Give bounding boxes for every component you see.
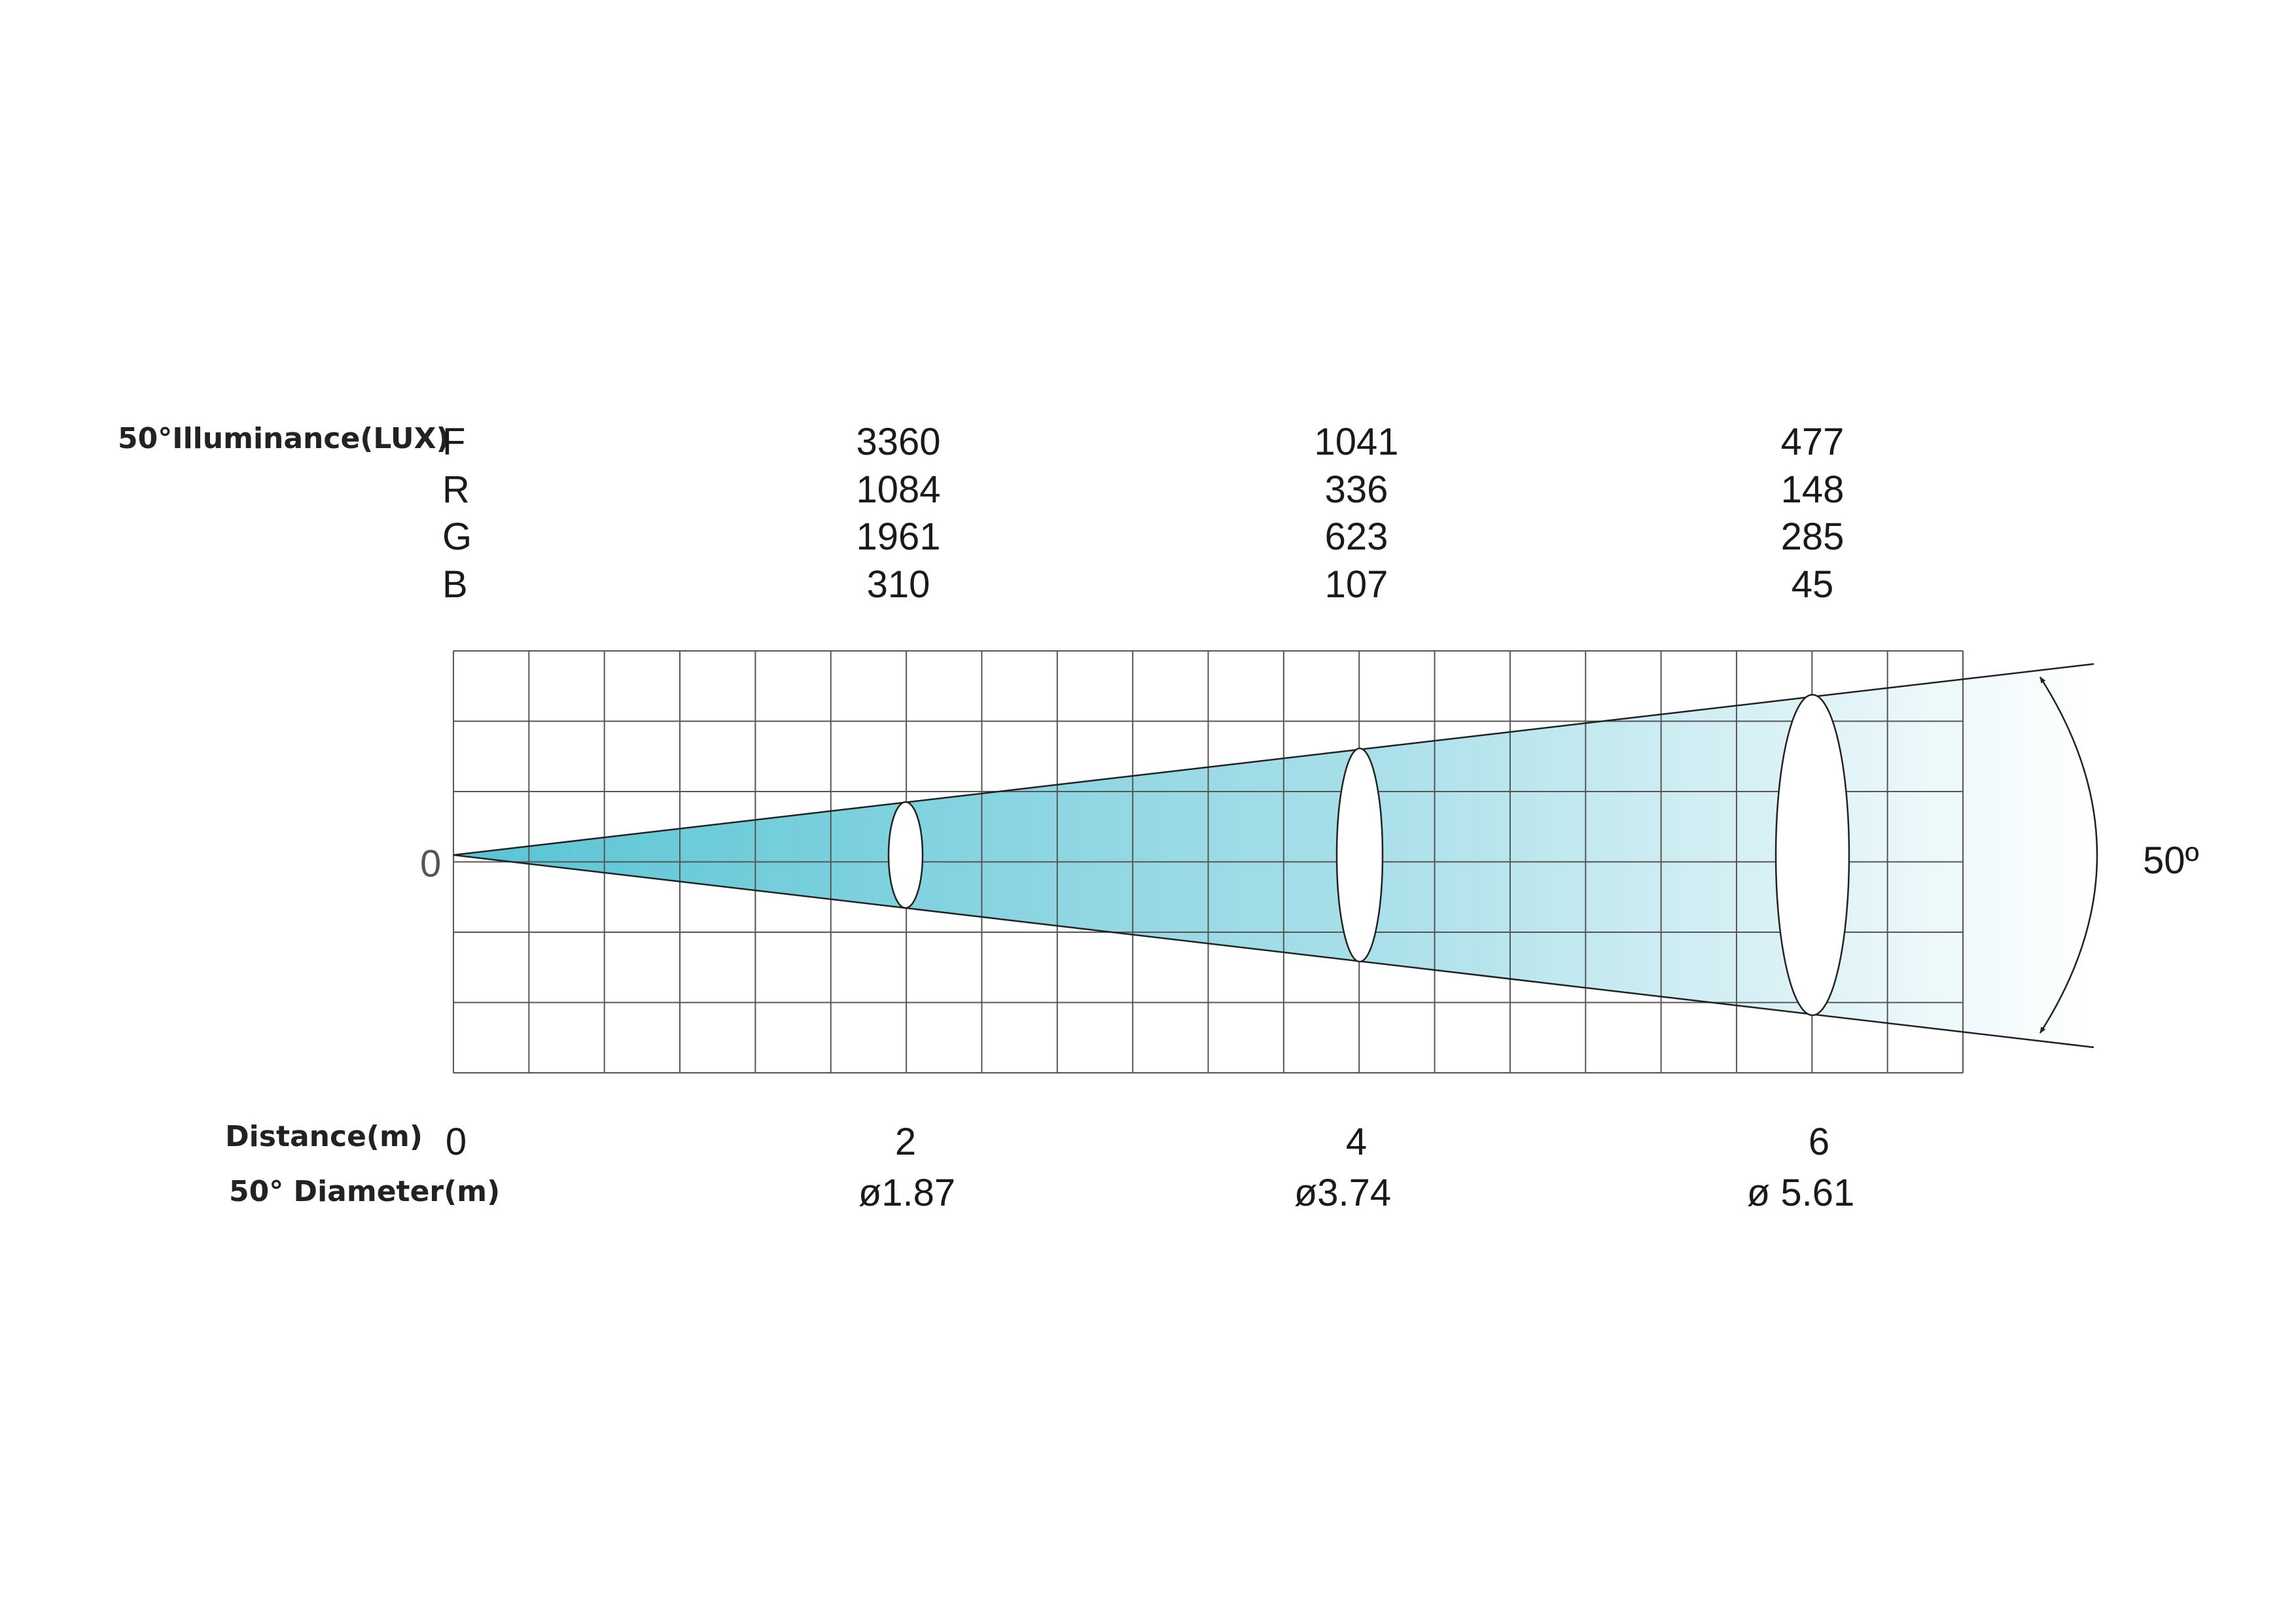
diameter-values: ø1.87 ø3.74 ø 5.61 xyxy=(858,1172,1854,1214)
illuminance-value: 1041 xyxy=(1314,421,1398,463)
illuminance-value: 310 xyxy=(867,563,930,606)
cross-section-6m xyxy=(1775,693,1850,1017)
illuminance-row-key: B xyxy=(442,563,468,606)
illuminance-value: 148 xyxy=(1781,468,1845,511)
diameter-value: ø 5.61 xyxy=(1747,1172,1854,1214)
distance-grid xyxy=(453,650,1964,1073)
diameter-value: ø1.87 xyxy=(858,1172,955,1214)
beam-edge-top xyxy=(453,663,2094,856)
angle-arc xyxy=(2039,676,2098,1034)
distance-tick-label: 0 xyxy=(446,1121,467,1163)
beam-angle-label: 50º xyxy=(2143,839,2199,882)
origin-label: 0 xyxy=(420,843,441,885)
distance-label: Distance(m) xyxy=(225,1120,423,1153)
illuminance-value: 3360 xyxy=(856,421,940,463)
beam-edge-bottom xyxy=(453,854,2094,1049)
distance-tick-label: 4 xyxy=(1346,1121,1367,1163)
illuminance-value: 477 xyxy=(1781,421,1845,463)
illuminance-value: 45 xyxy=(1792,563,1834,606)
diameter-label: 50° Diameter(m) xyxy=(229,1175,500,1208)
illuminance-row-key: R xyxy=(442,468,470,511)
cross-section-4m xyxy=(1335,747,1384,963)
illuminance-table: F 3360 1041 477 R 1084 336 148 G 1961 623 285 B 310 10… xyxy=(442,421,1844,606)
distance-tick-label: 6 xyxy=(1809,1121,1829,1163)
illuminance-label: 50°Illuminance(LUX) xyxy=(118,422,450,455)
cross-section-2m xyxy=(887,801,924,909)
illuminance-value: 285 xyxy=(1781,515,1845,558)
illuminance-value: 1084 xyxy=(856,468,940,511)
illuminance-value: 623 xyxy=(1325,515,1388,558)
illuminance-row-key: F xyxy=(442,421,465,463)
illuminance-value: 336 xyxy=(1325,468,1388,511)
illuminance-value: 107 xyxy=(1325,563,1388,606)
illuminance-row-key: G xyxy=(442,515,472,558)
distance-tick-label: 2 xyxy=(895,1121,916,1163)
illuminance-value: 1961 xyxy=(856,515,940,558)
diameter-value: ø3.74 xyxy=(1294,1172,1391,1214)
distance-ticks: 0 2 4 6 xyxy=(446,1121,1829,1163)
beam-cone xyxy=(453,664,2094,1047)
